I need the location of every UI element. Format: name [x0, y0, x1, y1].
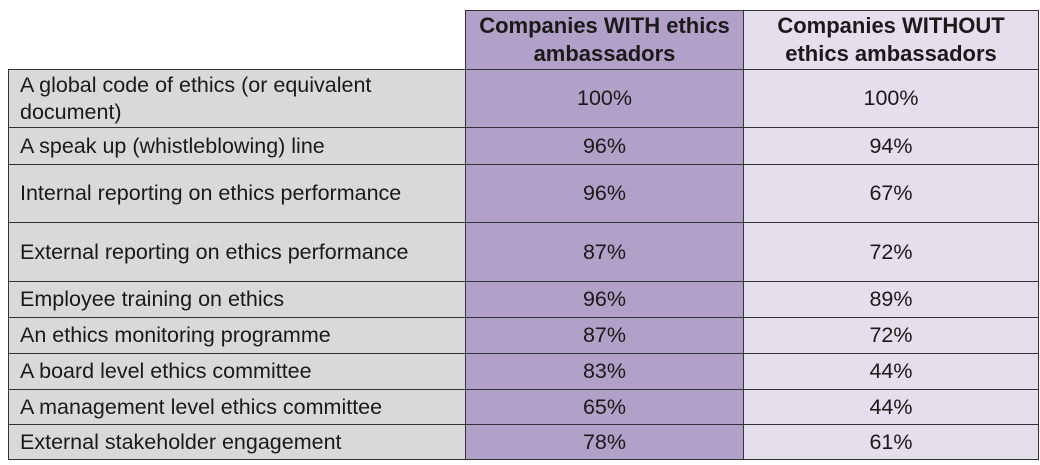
- value-without: 89%: [743, 281, 1039, 318]
- value-with: 100%: [465, 69, 744, 128]
- table-row: Internal reporting on ethics performance…: [8, 164, 1039, 223]
- row-label: A board level ethics committee: [8, 353, 466, 390]
- value-without: 67%: [743, 164, 1039, 223]
- table-row: Employee training on ethics 96% 89%: [8, 281, 1039, 318]
- column-header-without: Companies WITHOUT ethics ambassadors: [743, 10, 1039, 70]
- value-with: 78%: [465, 424, 744, 460]
- row-label: Employee training on ethics: [8, 281, 466, 318]
- row-label: Internal reporting on ethics performance: [8, 164, 466, 223]
- value-without: 44%: [743, 389, 1039, 425]
- value-without: 72%: [743, 222, 1039, 282]
- table-row: A speak up (whistleblowing) line 96% 94%: [8, 127, 1039, 165]
- value-without: 44%: [743, 353, 1039, 390]
- header-row: Companies WITH ethics ambassadors Compan…: [8, 10, 1039, 70]
- table-row: A management level ethics committee 65% …: [8, 389, 1039, 425]
- column-header-with: Companies WITH ethics ambassadors: [465, 10, 744, 70]
- row-label: An ethics monitoring programme: [8, 317, 466, 354]
- comparison-table: Companies WITH ethics ambassadors Compan…: [8, 10, 1039, 460]
- table-row: External reporting on ethics performance…: [8, 222, 1039, 282]
- table-row: An ethics monitoring programme 87% 72%: [8, 317, 1039, 354]
- table-row: A global code of ethics (or equivalent d…: [8, 69, 1039, 128]
- row-label: A management level ethics committee: [8, 389, 466, 425]
- value-with: 83%: [465, 353, 744, 390]
- value-with: 96%: [465, 164, 744, 223]
- corner-cell: [8, 10, 466, 70]
- value-with: 87%: [465, 317, 744, 354]
- value-with: 96%: [465, 127, 744, 165]
- table-row: A board level ethics committee 83% 44%: [8, 353, 1039, 390]
- value-with: 87%: [465, 222, 744, 282]
- value-with: 65%: [465, 389, 744, 425]
- value-with: 96%: [465, 281, 744, 318]
- value-without: 94%: [743, 127, 1039, 165]
- row-label: External reporting on ethics performance: [8, 222, 466, 282]
- value-without: 72%: [743, 317, 1039, 354]
- row-label: A global code of ethics (or equivalent d…: [8, 69, 466, 128]
- value-without: 100%: [743, 69, 1039, 128]
- row-label: A speak up (whistleblowing) line: [8, 127, 466, 165]
- table-row: External stakeholder engagement 78% 61%: [8, 424, 1039, 460]
- value-without: 61%: [743, 424, 1039, 460]
- row-label: External stakeholder engagement: [8, 424, 466, 460]
